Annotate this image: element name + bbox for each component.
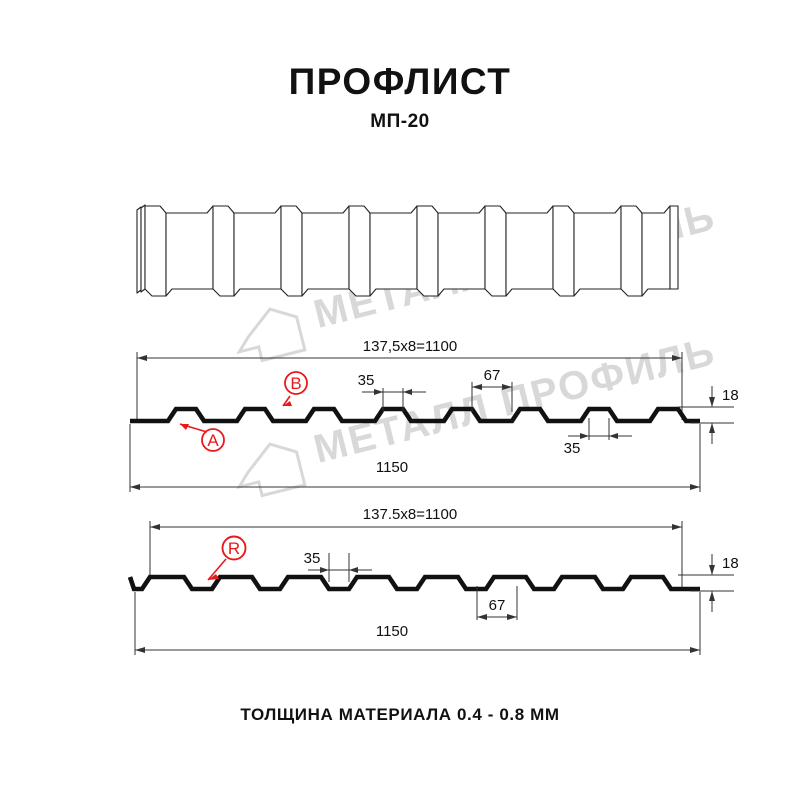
dimension-rib-top-width-bottom [308,553,372,582]
callout-b-circle [284,371,308,395]
dimension-height-bottom [678,554,734,612]
watermark-logo-icon [236,307,307,363]
dimension-overall-inner-bottom [149,521,683,588]
dimension-label-overall-outer-bottom: 1150 [376,623,408,640]
callout-r-circle [221,535,247,561]
dimension-overall-outer-bottom [134,592,701,655]
dimension-label-rib-top-width: 35 [358,372,375,389]
dimension-label-rib-top-width-bottom: 35 [304,550,321,567]
dimension-rib-flat-bottom [476,586,518,620]
dimension-label-height-top: 18 [722,387,739,404]
dimension-label-rib-flat: 67 [484,367,501,384]
dimension-overall-inner-top [136,352,683,420]
watermark-logo-icon [236,442,307,498]
dimension-label-height-bottom: 18 [722,555,739,572]
dimension-label-rib-flat-bottom: 67 [489,597,506,614]
section-top-view: 137,5x8=1100 A B 35 [129,338,739,492]
dimension-overall-outer-top [129,424,701,492]
dimension-rib-bottom-width [568,418,632,440]
dimension-rib-flat [471,382,513,412]
profile-section-top [130,406,700,424]
profile-section-bottom [127,574,700,592]
dimension-rib-top-width [362,388,426,412]
callout-r: R [207,535,247,581]
callout-r-label: R [228,539,240,558]
callout-b: B [282,371,308,407]
dimension-label-overall-inner-bottom: 137.5x8=1100 [363,506,457,523]
callout-a-label: A [207,431,219,450]
isometric-profile-view [136,204,679,297]
section-bottom-view: 137.5x8=1100 R 35 67 [127,506,739,655]
dimension-label-rib-bottom-width: 35 [564,440,581,457]
callout-a-circle [201,428,225,452]
material-thickness-note: ТОЛЩИНА МАТЕРИАЛА 0.4 - 0.8 ММ [240,705,560,724]
dimension-label-overall-outer-top: 1150 [376,459,408,476]
callout-a: A [179,423,225,452]
dimension-height-top [678,386,734,444]
callout-b-label: B [290,374,301,393]
dimension-label-overall-inner: 137,5x8=1100 [363,338,457,355]
